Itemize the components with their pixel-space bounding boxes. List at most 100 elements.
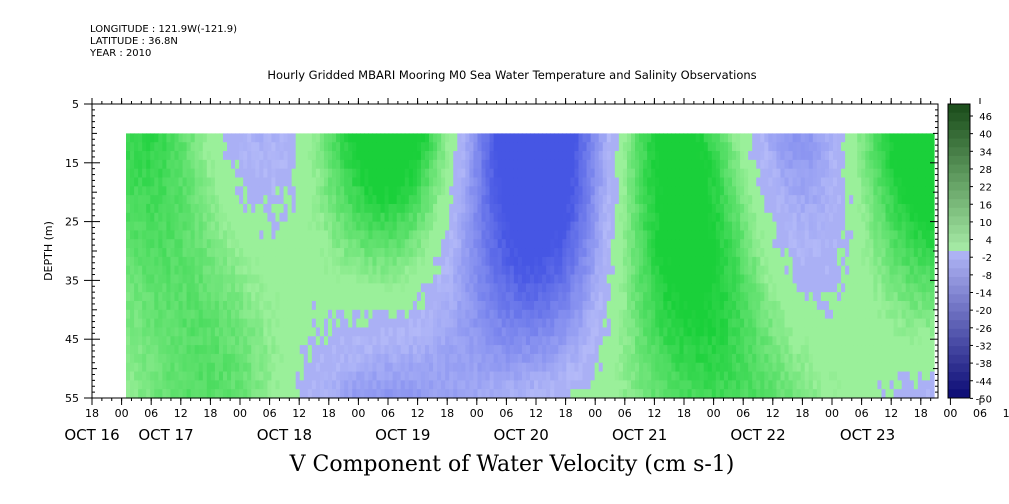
heatmap-cell bbox=[792, 362, 798, 373]
heatmap-cell bbox=[206, 389, 212, 399]
heatmap-cell bbox=[449, 212, 454, 223]
heatmap-cell bbox=[687, 327, 693, 337]
heatmap-cell bbox=[497, 230, 503, 240]
heatmap-cell bbox=[307, 230, 313, 240]
heatmap-cell bbox=[251, 336, 256, 346]
heatmap-cell bbox=[727, 159, 733, 170]
heatmap-cell bbox=[315, 318, 321, 329]
heatmap-cell bbox=[222, 345, 228, 355]
heatmap-cell bbox=[566, 327, 571, 337]
heatmap-cell bbox=[635, 248, 640, 258]
heatmap-cell bbox=[392, 362, 398, 373]
heatmap-cell bbox=[267, 195, 273, 205]
heatmap-cell bbox=[578, 248, 584, 258]
heatmap-cell bbox=[243, 168, 248, 179]
heatmap-cell bbox=[275, 212, 281, 223]
heatmap-cell bbox=[130, 292, 135, 302]
heatmap-cell bbox=[174, 186, 180, 196]
heatmap-cell bbox=[723, 353, 729, 364]
heatmap-cell bbox=[736, 362, 741, 373]
heatmap-cell bbox=[210, 292, 216, 302]
heatmap-cell bbox=[138, 230, 143, 240]
heatmap-cell bbox=[315, 327, 321, 337]
heatmap-cell bbox=[554, 168, 559, 179]
heatmap-cell bbox=[158, 362, 163, 373]
heatmap-cell bbox=[178, 203, 184, 214]
heatmap-cell bbox=[384, 353, 390, 364]
heatmap-cell bbox=[267, 230, 273, 240]
heatmap-cell bbox=[554, 142, 559, 152]
heatmap-cell bbox=[631, 309, 636, 320]
heatmap-cell bbox=[178, 380, 184, 390]
heatmap-cell bbox=[364, 133, 369, 143]
heatmap-cell bbox=[727, 142, 733, 152]
heatmap-cell bbox=[130, 195, 135, 205]
heatmap-cell bbox=[134, 283, 139, 293]
heatmap-cell bbox=[408, 380, 414, 390]
heatmap-cell bbox=[719, 195, 725, 205]
heatmap-cell bbox=[154, 265, 159, 276]
heatmap-cell bbox=[643, 239, 648, 249]
heatmap-cell bbox=[578, 300, 584, 311]
heatmap-cell bbox=[218, 151, 224, 161]
heatmap-cell bbox=[699, 195, 705, 205]
heatmap-cell bbox=[505, 159, 511, 170]
heatmap-cell bbox=[675, 327, 681, 337]
heatmap-cell bbox=[170, 300, 176, 311]
heatmap-cell bbox=[723, 203, 729, 214]
heatmap-cell bbox=[186, 203, 192, 214]
heatmap-cell bbox=[711, 283, 717, 293]
heatmap-cell bbox=[126, 159, 131, 170]
heatmap-cell bbox=[259, 265, 264, 276]
heatmap-cell bbox=[606, 318, 612, 329]
heatmap-cell bbox=[134, 274, 139, 284]
heatmap-cell bbox=[481, 274, 487, 284]
heatmap-cell bbox=[477, 362, 483, 373]
heatmap-cell bbox=[651, 221, 656, 232]
heatmap-cell bbox=[380, 142, 386, 152]
heatmap-cell bbox=[711, 239, 717, 249]
heatmap-cell bbox=[509, 221, 515, 232]
heatmap-cell bbox=[703, 327, 709, 337]
heatmap-cell bbox=[461, 318, 466, 329]
heatmap-cell bbox=[396, 239, 402, 249]
heatmap-cell bbox=[279, 195, 285, 205]
heatmap-cell bbox=[752, 274, 757, 284]
heatmap-cell bbox=[594, 221, 600, 232]
heatmap-cell bbox=[453, 318, 458, 329]
heatmap-cell bbox=[521, 265, 527, 276]
heatmap-cell bbox=[392, 283, 398, 293]
heatmap-cell bbox=[287, 151, 293, 161]
heatmap-cell bbox=[578, 212, 584, 223]
heatmap-cell bbox=[150, 221, 155, 232]
heatmap-cell bbox=[505, 177, 511, 187]
heatmap-cell bbox=[441, 248, 446, 258]
heatmap-cell bbox=[505, 265, 511, 276]
heatmap-cell bbox=[530, 195, 535, 205]
heatmap-cell bbox=[752, 327, 757, 337]
heatmap-cell bbox=[606, 309, 612, 320]
heatmap-cell bbox=[538, 142, 543, 152]
heatmap-cell bbox=[732, 133, 737, 143]
heatmap-cell bbox=[340, 177, 345, 187]
heatmap-cell bbox=[416, 371, 422, 381]
heatmap-cell bbox=[323, 274, 329, 284]
heatmap-cell bbox=[178, 327, 184, 337]
heatmap-cell bbox=[687, 151, 693, 161]
heatmap-cell bbox=[380, 195, 386, 205]
heatmap-cell bbox=[558, 362, 563, 373]
heatmap-cell bbox=[570, 256, 576, 267]
heatmap-cell bbox=[170, 212, 176, 223]
heatmap-cell bbox=[202, 248, 208, 258]
heatmap-cell bbox=[239, 309, 244, 320]
heatmap-cell bbox=[420, 230, 426, 240]
heatmap-cell bbox=[336, 168, 341, 179]
heatmap-cell bbox=[271, 212, 277, 223]
heatmap-cell bbox=[352, 389, 357, 399]
heatmap-cell bbox=[614, 212, 620, 223]
heatmap-cell bbox=[740, 159, 745, 170]
heatmap-cell bbox=[675, 318, 681, 329]
heatmap-cell bbox=[509, 177, 515, 187]
heatmap-cell bbox=[590, 389, 596, 399]
heatmap-cell bbox=[420, 327, 426, 337]
